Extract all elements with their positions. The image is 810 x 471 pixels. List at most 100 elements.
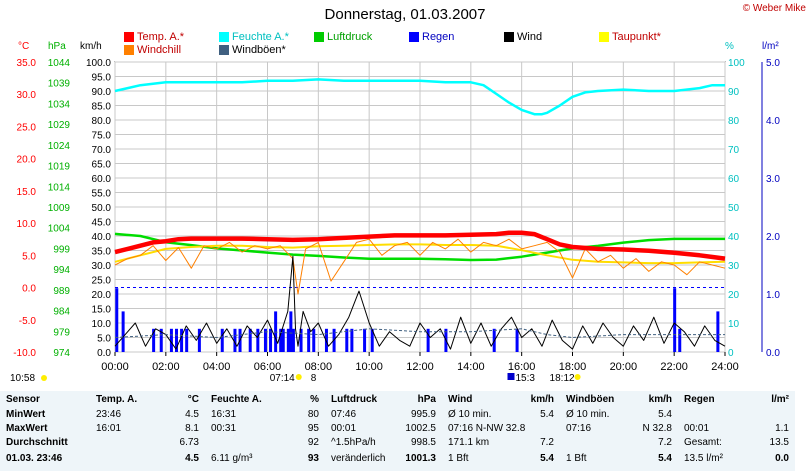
column-header: Temp. A. bbox=[96, 394, 138, 405]
cell-time: Ø 10 min. bbox=[566, 409, 610, 420]
sunset-icon bbox=[574, 374, 581, 380]
rain-bar bbox=[350, 328, 354, 352]
rain-bar bbox=[673, 288, 677, 352]
cell-value: 5.4 bbox=[658, 409, 672, 420]
cell-time: 16:31 bbox=[211, 409, 237, 420]
rain-bar bbox=[515, 328, 519, 352]
temp-axis-unit: °C bbox=[18, 41, 30, 52]
wind-tick-label: 35.0 bbox=[92, 247, 112, 258]
cell-value: 4.5 bbox=[185, 409, 199, 420]
sunrise-time: 07:14 bbox=[270, 373, 295, 384]
cell-value: N 32.8 bbox=[642, 423, 672, 434]
cell-time: 07:16 N-NW 32.8 bbox=[448, 423, 526, 434]
pressure-tick-label: 984 bbox=[53, 307, 70, 318]
wind-tick-label: 95.0 bbox=[92, 73, 112, 84]
column-unit: km/h bbox=[530, 394, 554, 405]
legend-swatch bbox=[314, 32, 324, 42]
cell-value: 998.5 bbox=[410, 437, 436, 448]
series-line bbox=[114, 238, 726, 295]
column-header: Windböen bbox=[566, 394, 615, 405]
temp-tick-label: 10.0 bbox=[17, 219, 37, 230]
rain-bar bbox=[180, 328, 184, 352]
cell-value: 8.1 bbox=[185, 423, 199, 434]
rain-tick-label: 2.0 bbox=[766, 232, 780, 243]
x-tick-label: 22:00 bbox=[660, 361, 688, 373]
humidity-tick-label: 80 bbox=[728, 116, 740, 127]
cell-time: ^1.5hPa/h bbox=[331, 437, 376, 448]
rain-bar bbox=[307, 328, 311, 352]
pressure-tick-label: 999 bbox=[53, 244, 70, 255]
x-tick-label: 14:00 bbox=[457, 361, 485, 373]
pressure-tick-label: 1019 bbox=[48, 162, 71, 173]
x-tick-label: 18:00 bbox=[559, 361, 587, 373]
rain-bar bbox=[312, 328, 316, 352]
rain-bar bbox=[159, 328, 163, 352]
moon-phase-icon bbox=[507, 373, 515, 380]
pressure-tick-label: 1024 bbox=[48, 141, 71, 152]
legend-label: Luftdruck bbox=[327, 31, 373, 43]
pressure-tick-label: 1044 bbox=[48, 58, 71, 69]
legend-item: Temp. A.* bbox=[124, 31, 184, 43]
rain-bar bbox=[286, 328, 290, 352]
rain-bar bbox=[678, 328, 682, 352]
sunset-time: 18:12 bbox=[550, 373, 575, 384]
pressure-tick-label: 1009 bbox=[48, 203, 71, 214]
humidity-tick-label: 20 bbox=[728, 290, 740, 301]
rain-bar bbox=[175, 328, 178, 352]
legend-item: Regen bbox=[409, 31, 454, 43]
wind-tick-label: 85.0 bbox=[92, 102, 112, 113]
table-column-hum: Feuchte A.% 16:31 80 00:31 95 92 6.11 g/m³ 93 bbox=[205, 391, 326, 471]
legend-item: Windchill bbox=[124, 44, 181, 56]
legend-swatch bbox=[599, 32, 609, 42]
rain-bar bbox=[281, 328, 285, 352]
table-column-gust: Windböen km/h Ø 10 min. 5.4 07:16 N 32.8 7.2 1 … bbox=[560, 391, 679, 471]
rain-bar bbox=[185, 328, 189, 352]
column-header: Sensor bbox=[6, 394, 40, 405]
x-tick-label: 00:00 bbox=[101, 361, 129, 373]
cell-time: 6.11 g/m³ bbox=[211, 453, 253, 464]
legend-swatch bbox=[409, 32, 419, 42]
rain-bar bbox=[152, 328, 156, 352]
wind-tick-label: 10.0 bbox=[92, 319, 112, 330]
series-line bbox=[114, 328, 725, 338]
cell-value: 4.5 bbox=[185, 453, 199, 464]
rain-axis-unit: l/m² bbox=[762, 41, 779, 52]
copyright-notice[interactable]: © Weber Mike bbox=[742, 3, 806, 14]
cell-time: 23:46 bbox=[96, 409, 122, 420]
legend-label: Temp. A.* bbox=[137, 31, 185, 43]
column-unit: % bbox=[310, 394, 319, 405]
moon-time: 15:3 bbox=[516, 373, 536, 384]
cell-value: 1001.3 bbox=[405, 453, 436, 464]
table-column-temp: Temp. A. °C 23:46 4.5 16:01 8.1 6.73 4.5 bbox=[90, 391, 206, 471]
legend-swatch bbox=[124, 45, 134, 55]
wind-tick-label: 0.0 bbox=[97, 348, 111, 359]
rain-bar bbox=[169, 328, 173, 352]
wind-tick-label: 15.0 bbox=[92, 305, 112, 316]
table-column-press: Luftdruck hPa 07:46 995.9 00:01 1002.5 ^1.5hPa… bbox=[325, 391, 443, 471]
rain-bar bbox=[716, 311, 720, 352]
legend-item: Taupunkt* bbox=[599, 31, 661, 43]
cell-time: Ø 10 min. bbox=[448, 409, 492, 420]
column-unit: l/m² bbox=[771, 394, 789, 405]
wind-tick-label: 25.0 bbox=[92, 276, 112, 287]
legend-item: Luftdruck bbox=[314, 31, 372, 43]
x-tick-label: 08:00 bbox=[305, 361, 333, 373]
humidity-tick-label: 90 bbox=[728, 87, 740, 98]
wind-tick-label: 40.0 bbox=[92, 232, 112, 243]
cell-value: 5.4 bbox=[540, 409, 554, 420]
table-column-sensor: Sensor MinWert MaxWert Durchschnitt 01.03. 2… bbox=[0, 391, 91, 471]
sunrise-icon bbox=[295, 374, 302, 380]
rain-bar bbox=[345, 328, 349, 352]
cell-time: 00:01 bbox=[684, 423, 710, 434]
column-unit: °C bbox=[187, 394, 199, 405]
pressure-tick-label: 979 bbox=[53, 327, 70, 338]
wind-tick-label: 60.0 bbox=[92, 174, 112, 185]
temp-tick-label: 15.0 bbox=[17, 187, 37, 198]
legend-swatch bbox=[219, 32, 229, 42]
legend-label: Windböen* bbox=[232, 44, 286, 56]
rain-bar bbox=[197, 328, 201, 352]
cell-time: 00:31 bbox=[211, 423, 237, 434]
wind-tick-label: 75.0 bbox=[92, 131, 112, 142]
rain-bar bbox=[363, 328, 367, 352]
legend-item: Feuchte A.* bbox=[219, 31, 289, 43]
